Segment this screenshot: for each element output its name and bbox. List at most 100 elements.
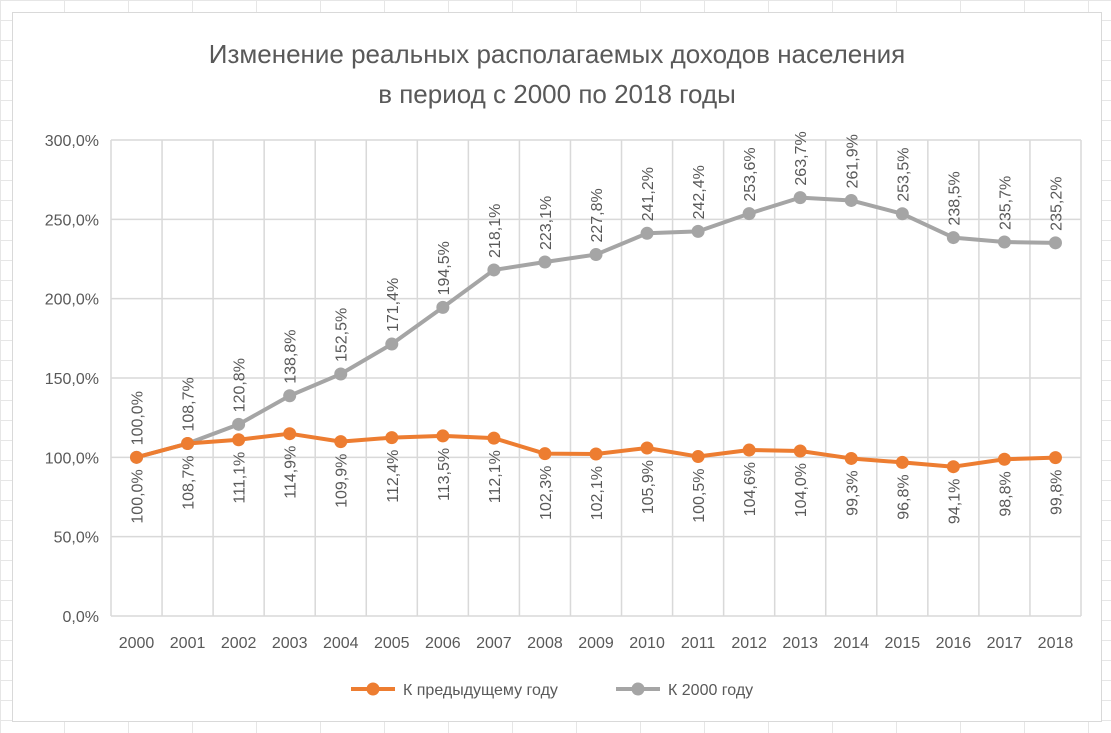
data-point [589, 447, 603, 461]
legend-marker-icon [366, 682, 380, 696]
x-tick-label: 2002 [221, 635, 257, 652]
x-tick-label: 2016 [936, 635, 972, 652]
data-point [691, 224, 705, 238]
x-tick-label: 2008 [527, 635, 563, 652]
x-tick-label: 2010 [629, 635, 665, 652]
x-tick-label: 2005 [374, 635, 410, 652]
data-point [997, 452, 1011, 466]
legend-marker-icon [631, 682, 645, 696]
x-tick-label: 2000 [119, 635, 155, 652]
data-label: 253,6% [742, 147, 759, 201]
data-label: 152,5% [334, 308, 351, 362]
x-tick-label: 2014 [833, 635, 869, 652]
x-tick-label: 2011 [681, 635, 716, 652]
data-point [589, 248, 603, 262]
data-label: 104,6% [742, 462, 759, 516]
data-point [640, 441, 654, 455]
data-point [742, 207, 756, 221]
data-label: 238,5% [946, 171, 963, 225]
data-label: 113,5% [436, 448, 453, 501]
data-label: 94,1% [946, 479, 963, 524]
data-point [946, 460, 960, 474]
y-tick-label: 150,0% [45, 371, 99, 388]
data-label: 218,1% [487, 204, 504, 258]
data-point [181, 437, 195, 451]
data-point [946, 231, 960, 245]
data-label: 111,1% [232, 452, 249, 504]
data-label: 108,7% [181, 377, 198, 431]
chart-area: Изменение реальных располагаемых доходов… [12, 12, 1102, 722]
data-point [844, 451, 858, 465]
x-tick-label: 2004 [323, 635, 359, 652]
data-label: 105,9% [640, 460, 657, 514]
x-tick-label: 2001 [170, 635, 206, 652]
y-tick-label: 50,0% [54, 530, 99, 547]
data-label: 100,5% [691, 469, 708, 523]
data-point [232, 433, 246, 447]
data-point [1048, 451, 1062, 465]
data-point [895, 207, 909, 221]
x-tick-label: 2007 [476, 635, 512, 652]
data-point [691, 450, 705, 464]
data-label: 242,4% [691, 165, 708, 219]
data-point [385, 337, 399, 351]
data-point [793, 444, 807, 458]
data-label: 171,4% [385, 278, 402, 332]
y-tick-label: 250,0% [45, 212, 99, 229]
data-point [436, 429, 450, 443]
y-tick-label: 300,0% [45, 133, 99, 150]
data-label: 100,0% [130, 469, 147, 523]
data-label: 102,1% [589, 466, 606, 520]
data-point [232, 417, 246, 431]
data-point [130, 450, 144, 464]
x-tick-label: 2012 [731, 635, 767, 652]
data-label: 120,8% [232, 358, 249, 412]
chart-title-line: Изменение реальных располагаемых доходов… [209, 39, 905, 69]
data-point [385, 431, 399, 445]
line-chart: Изменение реальных располагаемых доходов… [45, 39, 1082, 699]
chart-title-line: в период с 2000 по 2018 годы [378, 79, 736, 109]
data-label: 227,8% [589, 188, 606, 242]
data-point [997, 235, 1011, 249]
legend-label: К предыдущему году [403, 682, 558, 699]
data-label: 114,9% [283, 446, 300, 499]
data-label: 108,7% [181, 456, 198, 510]
data-point [487, 431, 501, 445]
data-label: 100,0% [130, 391, 147, 445]
data-label: 263,7% [793, 131, 810, 185]
data-label: 99,8% [1048, 470, 1065, 515]
data-label: 112,1% [487, 450, 504, 503]
data-label: 235,7% [997, 176, 1014, 230]
data-point [283, 389, 297, 403]
data-point [283, 427, 297, 441]
data-label: 96,8% [895, 474, 912, 519]
x-tick-label: 2017 [987, 635, 1023, 652]
y-tick-label: 200,0% [45, 292, 99, 309]
data-label: 98,8% [997, 471, 1014, 516]
data-label: 104,0% [793, 463, 810, 517]
x-tick-label: 2018 [1038, 635, 1074, 652]
data-label: 235,2% [1048, 177, 1065, 231]
data-point [334, 367, 348, 381]
data-label: 261,9% [844, 134, 861, 188]
data-point [436, 300, 450, 314]
data-point [895, 455, 909, 469]
legend-label: К 2000 году [668, 682, 753, 699]
data-point [487, 263, 501, 277]
data-point [742, 443, 756, 457]
data-point [538, 447, 552, 461]
x-tick-label: 2015 [885, 635, 921, 652]
y-tick-label: 0,0% [63, 609, 99, 626]
x-tick-label: 2003 [272, 635, 308, 652]
data-label: 102,3% [538, 466, 555, 520]
data-label: 241,2% [640, 167, 657, 221]
data-point [334, 435, 348, 449]
data-point [793, 191, 807, 205]
data-label: 112,4% [385, 450, 402, 503]
data-label: 138,8% [283, 330, 300, 384]
x-tick-label: 2006 [425, 635, 461, 652]
x-tick-label: 2013 [782, 635, 818, 652]
data-label: 223,1% [538, 196, 555, 250]
data-label: 109,9% [334, 454, 351, 508]
data-label: 253,5% [895, 148, 912, 202]
